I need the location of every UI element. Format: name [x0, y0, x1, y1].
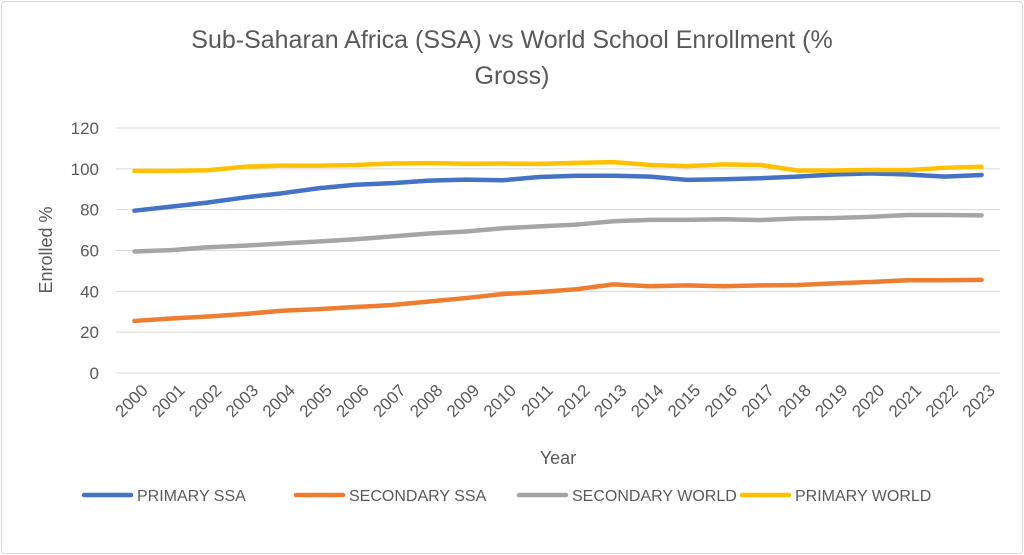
x-tick-label: 2018: [775, 381, 815, 421]
y-tick-label: 120: [71, 119, 99, 138]
series-line-secondary-world: [132, 212, 984, 254]
x-tick-label: 2017: [738, 381, 778, 421]
legend-label: SECONDARY WORLD: [572, 488, 737, 505]
chart-title-line-2: Gross): [474, 62, 550, 90]
x-tick-label: 2010: [480, 381, 520, 421]
x-tick-label: 2004: [259, 381, 299, 421]
x-tick-label: 2005: [296, 381, 336, 421]
x-tick-label: 2013: [590, 381, 630, 421]
legend-label: SECONDARY SSA: [349, 488, 487, 505]
x-tick-label: 2020: [848, 381, 888, 421]
x-tick-label: 2002: [185, 381, 225, 421]
legend-label: PRIMARY SSA: [137, 488, 246, 505]
x-tick-label: 2012: [554, 381, 594, 421]
x-tick-label: 2019: [811, 381, 851, 421]
x-tick-label: 2021: [885, 381, 925, 421]
y-tick-label: 80: [80, 201, 99, 220]
series-line-secondary-ssa: [132, 277, 984, 324]
chart-title-line-1: Sub-Saharan Africa (SSA) vs World School…: [191, 26, 833, 54]
x-tick-label: 2003: [222, 381, 262, 421]
x-tick-label: 2007: [369, 381, 409, 421]
y-tick-label: 60: [80, 242, 99, 261]
x-axis-label: Year: [540, 448, 576, 468]
x-tick-label: 2014: [627, 381, 667, 421]
x-tick-label: 2016: [701, 381, 741, 421]
y-tick-label: 100: [71, 160, 99, 179]
x-tick-label: 2000: [112, 381, 152, 421]
x-tick-label: 2022: [922, 381, 962, 421]
x-tick-label: 2001: [148, 381, 188, 421]
series-line-primary-ssa: [132, 171, 984, 213]
x-tick-label: 2023: [959, 381, 999, 421]
x-tick-label: 2008: [406, 381, 446, 421]
chart-title: Sub-Saharan Africa (SSA) vs World School…: [0, 22, 1024, 94]
x-tick-label: 2006: [333, 381, 373, 421]
x-tick-label: 2011: [518, 381, 557, 420]
legend-label: PRIMARY WORLD: [795, 488, 931, 505]
y-tick-label: 0: [90, 364, 99, 383]
series-line-primary-world: [132, 159, 984, 174]
y-tick-label: 40: [80, 282, 99, 301]
x-tick-label: 2009: [443, 381, 483, 421]
y-tick-label: 20: [80, 323, 99, 342]
y-axis-label: Enrolled %: [36, 206, 56, 293]
x-tick-label: 2015: [664, 381, 704, 421]
